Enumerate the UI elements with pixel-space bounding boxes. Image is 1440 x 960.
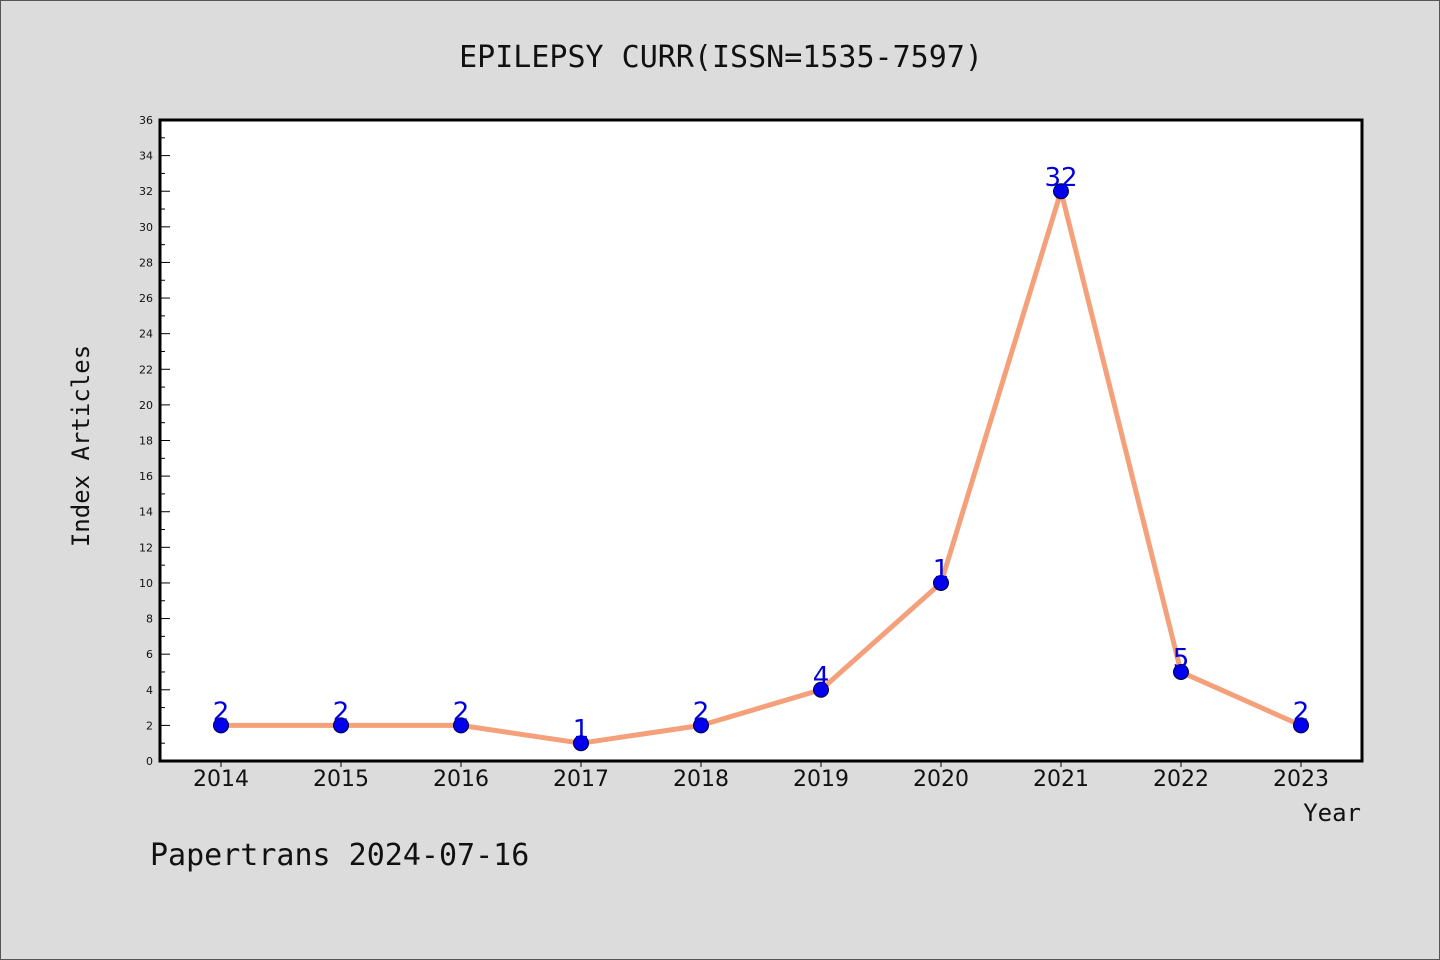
data-point-marker — [693, 717, 709, 734]
data-point-marker — [1173, 663, 1189, 680]
x-tick-label: 2016 — [433, 767, 489, 792]
data-point-marker — [1053, 183, 1069, 200]
data-point-marker — [573, 735, 589, 752]
y-tick-label: 30 — [139, 221, 153, 234]
y-tick-label: 22 — [139, 363, 153, 376]
y-axis-label: Index Articles — [67, 345, 95, 547]
data-label: 2 — [693, 697, 710, 727]
data-label: 5 — [1173, 644, 1190, 674]
y-tick-label: 8 — [146, 613, 153, 626]
data-label: 2 — [1293, 697, 1310, 727]
data-label: 2 — [213, 697, 230, 727]
data-label: 2 — [333, 697, 350, 727]
chart-title: EPILEPSY CURR(ISSN=1535-7597) — [459, 40, 983, 75]
y-tick-label: 2 — [146, 719, 153, 732]
y-tick-label: 18 — [139, 435, 153, 448]
y-tick-label: 12 — [139, 541, 153, 554]
data-labels: 2 2 2 1 2 4 1 32 5 2 — [213, 163, 1310, 745]
data-label: 32 — [1044, 163, 1077, 193]
y-tick-label: 34 — [139, 150, 153, 163]
x-tick-label: 2023 — [1273, 767, 1329, 792]
y-tick-label: 28 — [139, 256, 153, 269]
x-tick-label: 2017 — [553, 767, 609, 792]
y-tick-label: 16 — [139, 470, 153, 483]
data-markers — [213, 183, 1309, 752]
x-tick-label: 2020 — [913, 767, 969, 792]
y-tick-label: 0 — [146, 755, 153, 768]
x-tick-label: 2018 — [673, 767, 729, 792]
x-tick-label: 2014 — [193, 767, 249, 792]
data-point-marker — [813, 681, 829, 698]
data-label: 1 — [573, 715, 590, 745]
y-tick-label: 20 — [139, 399, 153, 412]
x-tick-label: 2021 — [1033, 767, 1089, 792]
data-label: 2 — [453, 697, 470, 727]
x-tick-label: 2019 — [793, 767, 849, 792]
data-label: 1 — [933, 555, 950, 585]
x-tick-label: 2022 — [1153, 767, 1209, 792]
data-point-marker — [1293, 717, 1309, 734]
x-axis: 2014 2015 2016 2017 2018 2019 2020 2021 2022 2023 — [193, 761, 1329, 792]
y-tick-label: 14 — [139, 506, 153, 519]
y-tick-label: 10 — [139, 577, 153, 590]
data-label: 4 — [813, 662, 830, 692]
y-tick-label: 26 — [139, 292, 153, 305]
series-line — [221, 188, 1303, 746]
y-tick-label: 36 — [139, 114, 153, 127]
plot-area — [158, 118, 1364, 763]
y-tick-label: 32 — [139, 185, 153, 198]
data-point-marker — [933, 574, 949, 591]
data-point-marker — [333, 717, 349, 734]
x-axis-label: Year — [1303, 799, 1361, 827]
y-tick-label: 4 — [146, 684, 153, 697]
x-tick-label: 2015 — [313, 767, 369, 792]
data-point-marker — [213, 717, 229, 734]
y-tick-label: 24 — [139, 328, 153, 341]
data-point-marker — [453, 717, 469, 734]
y-tick-label: 6 — [146, 648, 153, 661]
footer-watermark: Papertrans 2024-07-16 — [150, 838, 529, 873]
